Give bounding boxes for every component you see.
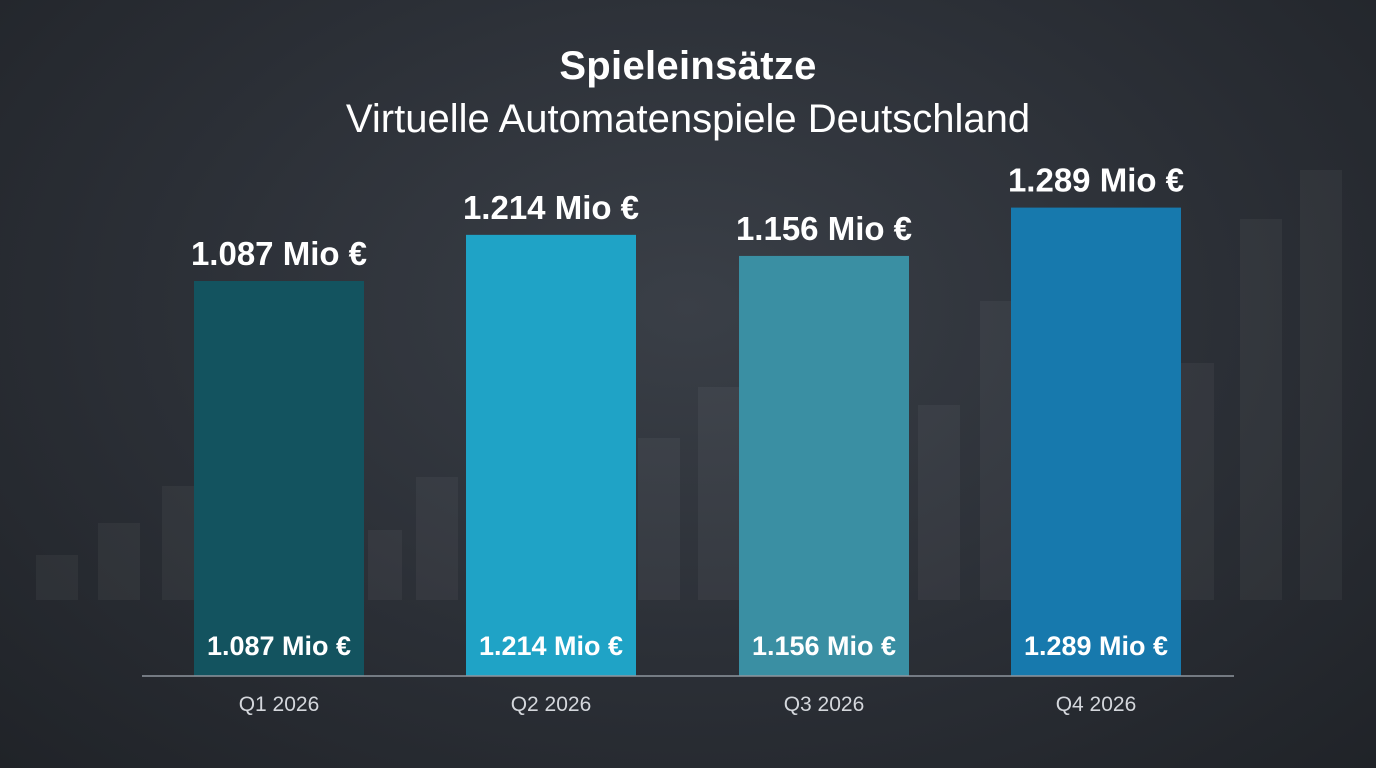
background-deco-bar (1180, 363, 1214, 600)
background-deco-bar (98, 523, 140, 600)
bar-value-label-top: 1.087 Mio € (191, 235, 367, 272)
background-deco-bar (368, 530, 402, 600)
bar-value-label-top: 1.289 Mio € (1008, 162, 1184, 199)
background-deco-bar (698, 387, 740, 600)
background-deco-bar (1300, 170, 1342, 600)
chart-title: Spieleinsätze (559, 44, 817, 88)
bar-value-label-top: 1.156 Mio € (736, 210, 912, 247)
bar-value-label-inside: 1.156 Mio € (752, 631, 896, 661)
bar-value-label-top: 1.214 Mio € (463, 189, 639, 226)
chart-title-block: Spieleinsätze Virtuelle Automatenspiele … (0, 40, 1376, 146)
background-deco-bar (36, 555, 78, 600)
x-tick-labels: Q1 2026 Q2 2026 Q3 2026 Q4 2026 (239, 693, 1137, 716)
x-tick-label: Q2 2026 (511, 693, 592, 716)
background-deco-bar (918, 405, 960, 600)
chart-subtitle: Virtuelle Automatenspiele Deutschland (345, 97, 1031, 141)
bar (739, 255, 909, 677)
bar-value-label-inside: 1.087 Mio € (207, 631, 351, 661)
bar (1011, 207, 1181, 676)
bar-value-label-inside: 1.289 Mio € (1024, 631, 1168, 661)
x-tick-label: Q3 2026 (784, 693, 865, 716)
background-deco-bar (416, 477, 458, 600)
background-deco-bar (1240, 219, 1282, 600)
bar-value-label-inside: 1.214 Mio € (479, 631, 623, 661)
background-deco-bar (638, 438, 680, 600)
x-tick-label: Q1 2026 (239, 693, 320, 716)
bar (466, 234, 636, 677)
bar (194, 281, 364, 676)
bars-group: 1.087 Mio € 1.087 Mio € 1.214 Mio € 1.214 M… (191, 162, 1184, 677)
background-deco-bar (162, 486, 196, 600)
background-decoration (36, 170, 1342, 600)
x-tick-label: Q4 2026 (1056, 693, 1137, 716)
